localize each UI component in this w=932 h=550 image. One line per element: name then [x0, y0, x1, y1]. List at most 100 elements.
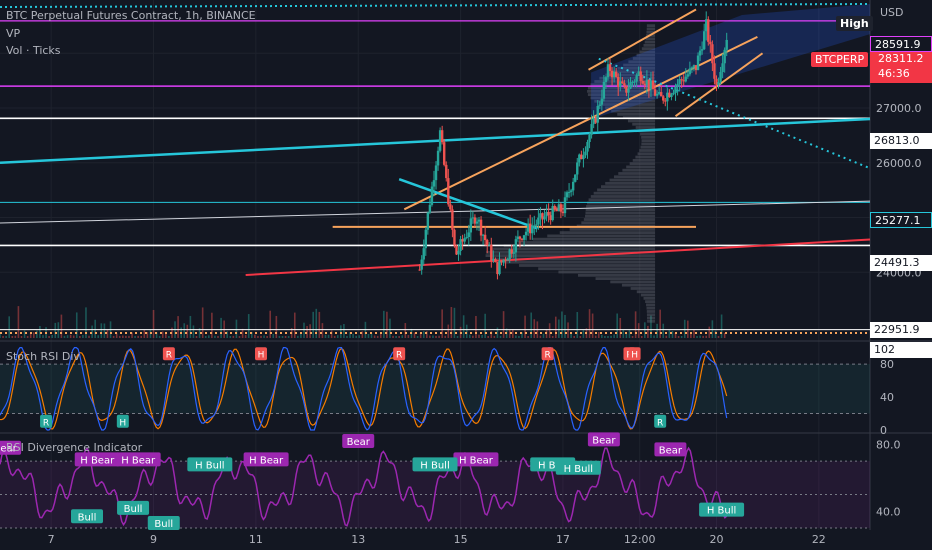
volume-bar [438, 335, 440, 338]
volume-bar [404, 323, 407, 338]
time-tick-label: 7 [48, 533, 55, 546]
stoch-d-line [0, 347, 728, 430]
volume-bar [8, 316, 11, 338]
volume-bar [619, 317, 622, 338]
candle-body [457, 250, 460, 255]
stoch-indicator-label[interactable]: Stoch RSI Div [6, 350, 80, 363]
rsi-marker [342, 434, 375, 449]
volume-bar [650, 315, 652, 338]
profile-bar [646, 306, 656, 310]
candle-body [422, 248, 425, 260]
symbol-title: BTC Perpetual Futures Contract, 1h, BINA… [6, 9, 256, 22]
candle-body [637, 71, 640, 76]
candle-body [709, 41, 712, 45]
stoch-marker [654, 414, 667, 428]
volume-bar [39, 325, 41, 338]
volume-bar [361, 331, 364, 338]
candle-body [524, 231, 528, 236]
volume-bar [287, 335, 290, 338]
candle-body [469, 218, 473, 233]
profile-bar [646, 310, 656, 313]
rsi-marker-label: Bear [347, 437, 371, 448]
volume-bar [238, 336, 241, 338]
candle-body [541, 213, 544, 220]
volume-bar [266, 336, 268, 338]
volume-bar [389, 318, 391, 338]
volume-bar [343, 324, 345, 338]
profile-bar [629, 162, 656, 166]
profile-bar [645, 300, 656, 304]
rsi-indicator-label[interactable]: RSI Divergence Indicator [6, 441, 143, 454]
candle-body [520, 238, 524, 240]
rsi-marker-label: H Bear [121, 455, 156, 466]
candle-body [580, 154, 583, 160]
volume-bar [453, 307, 456, 338]
profile-bar [643, 43, 656, 47]
profile-bar [635, 126, 656, 129]
candle-body [453, 229, 456, 246]
rsi-marker [699, 502, 745, 517]
candle-body [600, 98, 604, 105]
volume-bar [5, 335, 7, 338]
candle-body [627, 88, 630, 93]
rsi-marker [187, 457, 233, 472]
volume-bar [168, 335, 170, 338]
candle-body [434, 165, 438, 181]
candle-body [438, 130, 442, 151]
candle-countdown: 46:36 [878, 67, 910, 80]
volume-bar [502, 311, 505, 338]
rsi-marker-label: H Bull [538, 460, 567, 471]
profile-bar [486, 250, 656, 254]
candle-body [629, 82, 632, 89]
profile-bar [585, 214, 656, 218]
profile-bar [644, 40, 656, 44]
volume-bar [429, 335, 431, 338]
profile-bar [646, 303, 656, 307]
time-tick-label: 12:00 [624, 533, 656, 546]
vp-indicator-label[interactable]: VP [6, 27, 21, 40]
volume-bar [134, 335, 136, 338]
volume-bar [542, 333, 545, 338]
candle-body [612, 71, 616, 78]
profile-bar [632, 158, 656, 162]
candle-body [504, 259, 507, 261]
candle-body [625, 86, 628, 93]
candle-body [545, 212, 548, 217]
profile-bar [630, 287, 656, 290]
volume-bar [315, 308, 318, 338]
volume-bar [51, 334, 53, 338]
candle-body [496, 262, 499, 275]
candle-body [463, 238, 466, 242]
stoch-marker-label: H [631, 351, 638, 361]
volume-bar [257, 335, 259, 338]
rsi-marker [555, 460, 601, 475]
volume-bar [582, 330, 585, 338]
volume-bar [186, 324, 189, 338]
profile-bar [590, 195, 656, 198]
volume-bar [198, 328, 201, 338]
volume-bar [392, 335, 394, 338]
profile-bar [628, 60, 656, 64]
volume-bar [42, 335, 44, 338]
profile-bar [639, 149, 656, 152]
volume-bar [346, 335, 348, 338]
volume-bar [450, 307, 453, 338]
candle-body [436, 150, 440, 166]
volume-bar [711, 320, 714, 338]
candle-body [440, 130, 444, 143]
volume-indicator-label[interactable]: Vol · Ticks [6, 44, 61, 57]
candle-body [578, 154, 581, 163]
candle-body [500, 260, 503, 263]
rsi-marker [587, 432, 620, 447]
volume-bar [275, 315, 278, 338]
volume-bar [601, 334, 603, 338]
candle-body [590, 124, 593, 135]
volume-bar [247, 314, 250, 338]
volume-bar [100, 323, 103, 338]
dotted-downtrend [598, 57, 871, 170]
volume-bar [370, 333, 373, 338]
volume-bar [217, 335, 219, 338]
volume-bar [720, 314, 723, 338]
volume-bar [91, 325, 93, 338]
